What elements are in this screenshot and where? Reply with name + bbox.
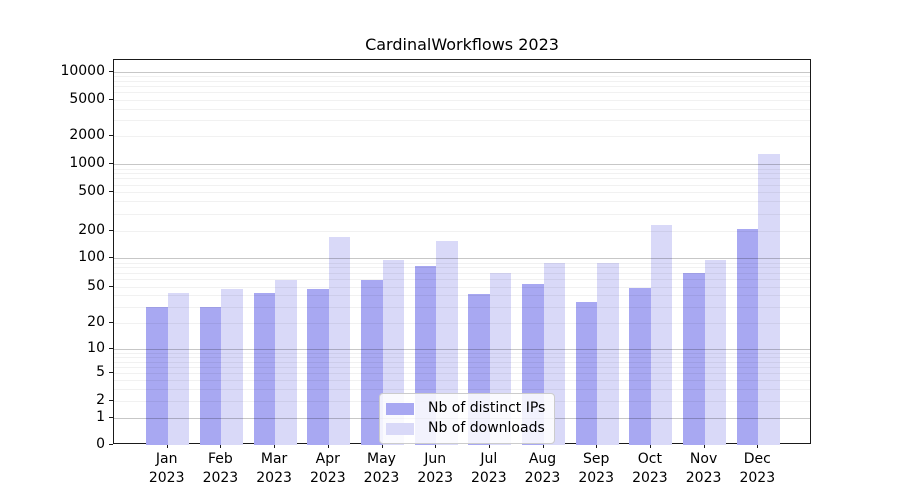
y-tick-label: 10000 bbox=[60, 62, 105, 79]
y-tick-mark bbox=[109, 98, 113, 100]
bar-ips-may bbox=[361, 280, 383, 445]
legend-swatch-downloads-icon bbox=[386, 422, 414, 435]
bar-downloads-apr bbox=[328, 236, 351, 445]
y-tick-mark bbox=[109, 348, 113, 350]
x-tick-mark bbox=[757, 444, 759, 448]
y-tick-label: 1 bbox=[96, 409, 105, 426]
bar-downloads-oct bbox=[650, 225, 673, 445]
y-tick-label: 50 bbox=[87, 277, 105, 294]
legend-label-distinct-ips: Nb of distinct IPs bbox=[428, 400, 546, 416]
y-tick-mark bbox=[109, 70, 113, 72]
x-tick-mark bbox=[703, 444, 705, 448]
x-tick-label-jan: Jan 2023 bbox=[148, 451, 185, 486]
x-tick-mark bbox=[542, 444, 544, 448]
x-tick-label-sep: Sep 2023 bbox=[578, 451, 614, 486]
x-tick-mark bbox=[327, 444, 329, 448]
bars-layer bbox=[114, 60, 810, 445]
y-tick-label: 0 bbox=[96, 435, 105, 452]
legend-swatch-distinct-ips-icon bbox=[386, 402, 414, 415]
chart-title: CardinalWorkflows 2023 bbox=[365, 35, 559, 54]
y-tick-label: 500 bbox=[78, 182, 105, 199]
bar-downloads-dec bbox=[758, 154, 780, 445]
bar-ips-feb bbox=[199, 306, 222, 445]
y-tick-label: 5 bbox=[96, 364, 105, 381]
y-tick-mark bbox=[109, 372, 113, 374]
x-tick-mark bbox=[220, 444, 222, 448]
x-tick-label-mar: Mar 2023 bbox=[256, 451, 292, 486]
x-tick-mark bbox=[488, 444, 490, 448]
x-tick-mark bbox=[435, 444, 437, 448]
x-tick-label-jun: Jun 2023 bbox=[417, 451, 453, 486]
bar-downloads-sep bbox=[597, 262, 619, 445]
x-tick-label-oct: Oct 2023 bbox=[632, 451, 668, 486]
y-tick-mark bbox=[109, 135, 113, 137]
x-tick-mark bbox=[166, 444, 168, 448]
bar-downloads-jan bbox=[167, 293, 190, 445]
bar-ips-jan bbox=[146, 306, 168, 445]
legend-label-downloads: Nb of downloads bbox=[428, 420, 545, 436]
y-tick-label: 5000 bbox=[69, 90, 105, 107]
y-tick-label: 200 bbox=[78, 222, 105, 239]
bar-ips-nov bbox=[683, 273, 705, 445]
bar-ips-sep bbox=[575, 301, 598, 445]
y-tick-label: 10 bbox=[87, 340, 105, 357]
plot-area: Nb of distinct IPs Nb of downloads bbox=[113, 59, 811, 445]
legend: Nb of distinct IPs Nb of downloads bbox=[379, 393, 556, 444]
bar-downloads-feb bbox=[221, 288, 243, 445]
bar-downloads-nov bbox=[704, 260, 727, 445]
x-tick-mark bbox=[596, 444, 598, 448]
x-tick-label-may: May 2023 bbox=[363, 451, 400, 486]
bar-downloads-mar bbox=[275, 279, 297, 445]
x-tick-label-nov: Nov 2023 bbox=[685, 451, 722, 486]
y-tick-label: 2000 bbox=[69, 127, 105, 144]
legend-item-distinct-ips: Nb of distinct IPs bbox=[386, 399, 545, 418]
x-tick-mark bbox=[381, 444, 383, 448]
x-tick-mark bbox=[274, 444, 276, 448]
x-tick-label-aug: Aug 2023 bbox=[524, 451, 561, 486]
x-tick-mark bbox=[649, 444, 651, 448]
y-tick-label: 100 bbox=[78, 249, 105, 266]
y-tick-mark bbox=[109, 285, 113, 287]
y-tick-label: 20 bbox=[87, 313, 105, 330]
y-tick-mark bbox=[109, 400, 113, 401]
x-tick-label-apr: Apr 2023 bbox=[309, 451, 346, 486]
y-tick-mark bbox=[109, 321, 113, 323]
y-tick-mark bbox=[109, 257, 113, 259]
bar-ips-dec bbox=[736, 228, 759, 445]
y-tick-label: 2 bbox=[96, 392, 105, 408]
legend-item-downloads: Nb of downloads bbox=[386, 419, 545, 438]
x-tick-label-dec: Dec 2023 bbox=[739, 451, 776, 486]
x-tick-label-jul: Jul 2023 bbox=[470, 451, 507, 486]
y-tick-mark bbox=[109, 163, 113, 165]
bar-ips-mar bbox=[253, 293, 276, 445]
y-tick-mark bbox=[109, 230, 113, 232]
y-tick-mark bbox=[109, 417, 113, 419]
bar-ips-oct bbox=[629, 288, 651, 445]
x-tick-label-feb: Feb 2023 bbox=[202, 451, 239, 486]
y-tick-mark bbox=[109, 190, 113, 192]
y-tick-mark bbox=[109, 443, 113, 445]
y-tick-label: 1000 bbox=[69, 155, 105, 172]
bar-ips-apr bbox=[307, 288, 329, 445]
